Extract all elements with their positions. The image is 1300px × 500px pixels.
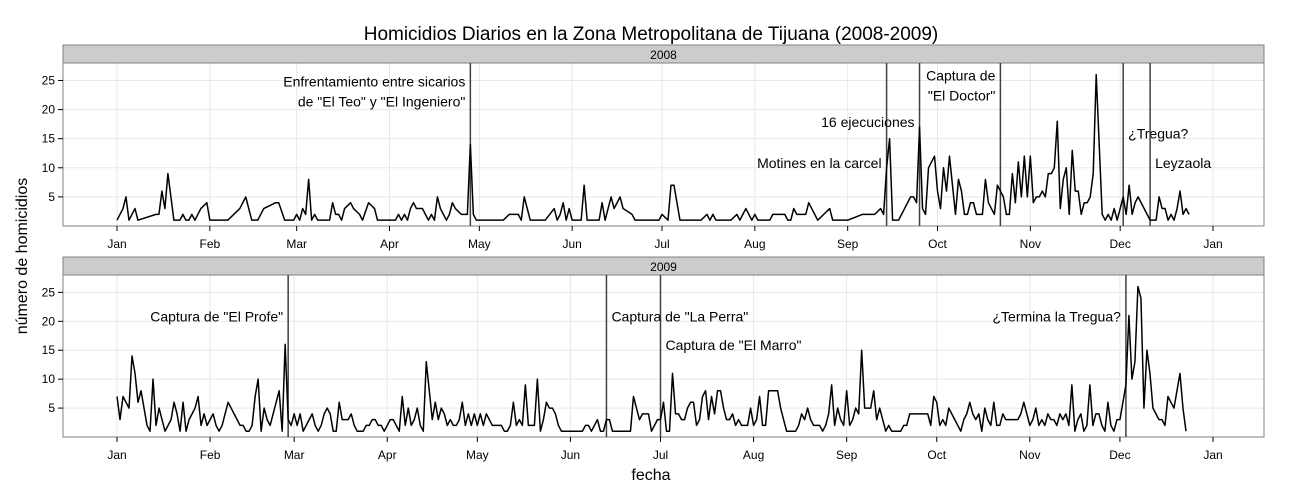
panel-border (62, 274, 1265, 438)
event-annotation: de "El Teo" y "El Ingeniero" (298, 93, 466, 109)
y-tick-label: 10 (42, 372, 56, 386)
chart-title: Homicidios Diarios en la Zona Metropolit… (364, 24, 939, 45)
x-tick-label: Feb (199, 237, 220, 251)
x-tick-label: Nov (1019, 448, 1040, 462)
event-annotation: 16 ejecuciones (821, 114, 914, 130)
panels: 2008 5 10 15 20 25 Jan Feb Mar Apr May Jun Jul Aug Sep… (42, 44, 1265, 462)
x-tick-label: Dec (1109, 448, 1130, 462)
y-tick-label: 25 (42, 285, 56, 299)
x-tick-label: Jul (654, 237, 669, 251)
y-tick-label: 10 (42, 161, 56, 175)
x-tick-label: Jan (1203, 237, 1222, 251)
event-annotation: ¿Tregua? (1128, 126, 1188, 142)
y-axis-label: número de homicidios (14, 178, 31, 335)
x-tick-label: Mar (286, 237, 307, 251)
y-tick-label: 15 (42, 132, 56, 146)
event-annotation: Enfrentamiento entre sicarios (283, 73, 465, 89)
x-tick-label: Apr (380, 237, 399, 251)
y-tick-label: 20 (42, 314, 56, 328)
x-tick-label: Nov (1020, 237, 1041, 251)
event-annotation: Motines en la carcel (757, 155, 882, 171)
x-axis-label: fecha (631, 467, 670, 484)
panel-2009: 2009 5 10 15 20 25 Jan Feb Mar Apr May Jun Jul Aug Sep… (42, 256, 1265, 462)
event-annotation: Captura de "El Profe" (150, 308, 283, 324)
x-tick-label: Aug (744, 237, 765, 251)
event-annotation: ¿Termina la Tregua? (993, 308, 1122, 324)
x-tick-label: Apr (378, 448, 397, 462)
x-tick-label: Jun (561, 448, 580, 462)
x-tick-label: Jan (1203, 448, 1222, 462)
x-tick-label: Jan (107, 237, 126, 251)
y-tick-label: 5 (48, 190, 55, 204)
x-tick-label: Sep (836, 448, 858, 462)
x-tick-label: May (466, 448, 489, 462)
panel-2008: 2008 5 10 15 20 25 Jan Feb Mar Apr May Jun Jul Aug Sep… (42, 44, 1265, 251)
y-tick-label: 5 (48, 401, 55, 415)
x-tick-label: Sep (837, 237, 859, 251)
event-annotation: Leyzaola (1155, 155, 1211, 171)
x-tick-label: May (468, 237, 491, 251)
series-line-2008 (116, 73, 1190, 221)
series-line-2009 (116, 285, 1187, 432)
panel-border (62, 62, 1265, 227)
x-tick-label: Aug (743, 448, 764, 462)
x-tick-label: Mar (284, 448, 305, 462)
panel-strip-label: 2009 (650, 260, 677, 274)
x-tick-label: Jul (653, 448, 668, 462)
x-tick-label: Feb (200, 448, 221, 462)
x-tick-label: Oct (927, 448, 946, 462)
x-tick-label: Jan (107, 448, 126, 462)
event-annotation: Captura de "El Marro" (665, 337, 801, 353)
x-tick-label: Dec (1109, 237, 1130, 251)
x-tick-label: Jun (562, 237, 581, 251)
y-tick-label: 15 (42, 343, 56, 357)
panel-strip-label: 2008 (650, 48, 677, 62)
event-annotation: Captura de (926, 67, 995, 83)
y-tick-label: 20 (42, 103, 56, 117)
event-annotation: "El Doctor" (928, 87, 996, 103)
y-tick-label: 25 (42, 73, 56, 87)
x-tick-label: Oct (928, 237, 947, 251)
event-annotation: Captura de "La Perra" (611, 308, 748, 324)
